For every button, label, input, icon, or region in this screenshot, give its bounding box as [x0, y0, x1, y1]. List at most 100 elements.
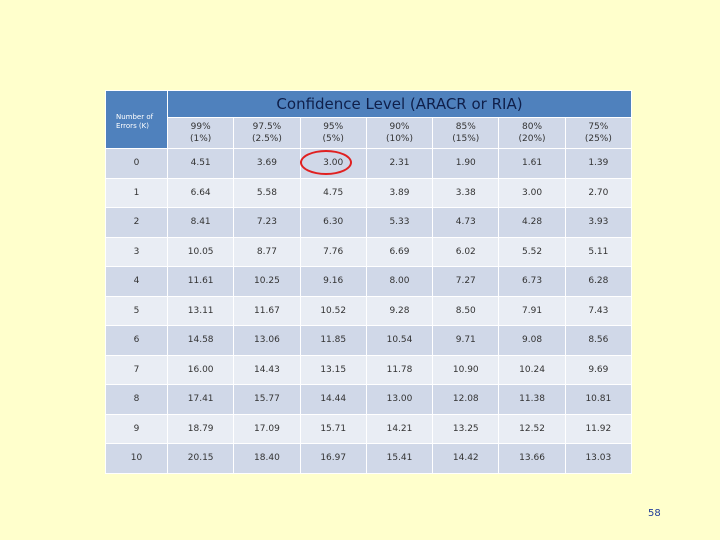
- table-cell: 7.91: [498, 295, 566, 326]
- table-row: 0 4.51 3.69 3.00 2.31 1.90 1.61 1.39: [105, 148, 633, 179]
- risk-level: (2.5%): [251, 134, 282, 144]
- column-header: 75% (25%): [564, 117, 633, 149]
- table-cell: 11.92: [564, 413, 633, 444]
- table-cell: 10.25: [233, 266, 301, 297]
- table-title: Confidence Level (ARACR or RIA): [167, 90, 632, 118]
- table-cell: 6.30: [299, 207, 367, 238]
- table-cell: 14.58: [166, 325, 235, 356]
- table-cell: 3.69: [233, 148, 301, 179]
- table-cell: 14.43: [233, 354, 301, 385]
- table-cell: 7.76: [299, 236, 367, 267]
- confidence-level: 97.5%: [252, 121, 282, 132]
- confidence-level: 90%: [389, 121, 410, 132]
- column-header: 99% (1%): [166, 117, 235, 149]
- row-header: 8: [105, 384, 168, 415]
- table-cell: 2.31: [365, 148, 434, 179]
- table-cell: 8.77: [233, 236, 301, 267]
- table-cell: 14.42: [432, 443, 500, 474]
- table-cell: 3.00: [498, 177, 566, 208]
- table-row: 3 10.05 8.77 7.76 6.69 6.02 5.52 5.11: [105, 236, 633, 267]
- table-cell: 9.16: [299, 266, 367, 297]
- table-cell: 18.40: [233, 443, 301, 474]
- risk-level: (5%): [322, 134, 344, 144]
- risk-level: (25%): [584, 134, 612, 144]
- table-cell: 5.52: [498, 236, 566, 267]
- column-header: 85% (15%): [432, 117, 500, 149]
- table-row: 8 17.41 15.77 14.44 13.00 12.08 11.38 10.81: [105, 384, 633, 415]
- column-header: 97.5% (2.5%): [233, 117, 301, 149]
- column-header: 95% (5%): [299, 117, 367, 149]
- confidence-level: 85%: [455, 121, 476, 132]
- table-cell: 5.58: [233, 177, 301, 208]
- table-cell: 11.67: [233, 295, 301, 326]
- table-cell: 15.71: [299, 413, 367, 444]
- table-cell: 7.23: [233, 207, 301, 238]
- risk-level: (10%): [385, 134, 413, 144]
- row-header: 7: [105, 354, 168, 385]
- row-header: 9: [105, 413, 168, 444]
- table-cell: 17.09: [233, 413, 301, 444]
- table-cell: 10.54: [365, 325, 434, 356]
- table-cell: 4.51: [166, 148, 235, 179]
- header-row: 99% (1%) 97.5% (2.5%) 95% (5%) 90% (10%) 85% (15%…: [106, 117, 633, 149]
- row-header: 5: [105, 295, 168, 326]
- risk-level: (20%): [518, 134, 546, 144]
- table-cell: 15.41: [365, 443, 434, 474]
- table-cell: 9.69: [564, 354, 633, 385]
- confidence-level: 95%: [323, 121, 344, 132]
- table-cell: 6.64: [166, 177, 235, 208]
- table-cell: 6.73: [498, 266, 566, 297]
- table-row: 9 18.79 17.09 15.71 14.21 13.25 12.52 11.92: [105, 413, 633, 444]
- table-row: 6 14.58 13.06 11.85 10.54 9.71 9.08 8.56: [105, 325, 633, 356]
- table-cell: 4.75: [299, 177, 367, 208]
- table-cell: 15.77: [233, 384, 301, 415]
- table-cell: 11.78: [365, 354, 434, 385]
- highlight-ellipse: [300, 150, 352, 175]
- table-cell: 14.44: [299, 384, 367, 415]
- table-cell: 6.69: [365, 236, 434, 267]
- table-cell: 9.08: [498, 325, 566, 356]
- table-cell: 10.05: [166, 236, 235, 267]
- row-header: 1: [105, 177, 168, 208]
- table-row: 10 20.15 18.40 16.97 15.41 14.42 13.66 13.03: [105, 443, 633, 474]
- table-cell: 10.24: [498, 354, 566, 385]
- table-cell: 11.85: [299, 325, 367, 356]
- confidence-level: 99%: [190, 121, 211, 132]
- row-header: 4: [105, 266, 168, 297]
- column-header: 90% (10%): [365, 117, 434, 149]
- table-cell: 12.08: [432, 384, 500, 415]
- table-cell: 9.28: [365, 295, 434, 326]
- table-cell: 17.41: [166, 384, 235, 415]
- table-cell: 16.97: [299, 443, 367, 474]
- table-cell: 1.90: [432, 148, 500, 179]
- table-row: 7 16.00 14.43 13.15 11.78 10.90 10.24 9.69: [105, 354, 633, 385]
- table-cell: 18.79: [166, 413, 235, 444]
- table-cell: 8.00: [365, 266, 434, 297]
- table-cell: 7.43: [564, 295, 633, 326]
- row-header: 0: [105, 148, 168, 179]
- header-row: Number of Errors (K) Confidence Level (A…: [105, 90, 632, 149]
- risk-level: (15%): [452, 134, 480, 144]
- table-cell: 11.38: [498, 384, 566, 415]
- table-cell: 1.61: [498, 148, 566, 179]
- table-row: 4 11.61 10.25 9.16 8.00 7.27 6.73 6.28: [105, 266, 633, 297]
- table-cell: 10.90: [432, 354, 500, 385]
- table-cell: 20.15: [166, 443, 235, 474]
- table-row: 2 8.41 7.23 6.30 5.33 4.73 4.28 3.93: [105, 207, 633, 238]
- table-cell: 7.27: [432, 266, 500, 297]
- table-cell: 6.28: [564, 266, 633, 297]
- table-cell: 12.52: [498, 413, 566, 444]
- table-cell: 9.71: [432, 325, 500, 356]
- table: Number of Errors (K) Confidence Level (A…: [105, 90, 633, 474]
- table-cell: 13.00: [365, 384, 434, 415]
- table-cell: 4.73: [432, 207, 500, 238]
- table-cell: 10.52: [299, 295, 367, 326]
- table-cell: 3.89: [365, 177, 434, 208]
- row-header: 2: [105, 207, 168, 238]
- table-cell: 13.15: [299, 354, 367, 385]
- table-cell: 13.06: [233, 325, 301, 356]
- table-cell: 8.56: [564, 325, 633, 356]
- table-row: 1 6.64 5.58 4.75 3.89 3.38 3.00 2.70: [105, 177, 633, 208]
- table-cell: 6.02: [432, 236, 500, 267]
- table-cell: 3.38: [432, 177, 500, 208]
